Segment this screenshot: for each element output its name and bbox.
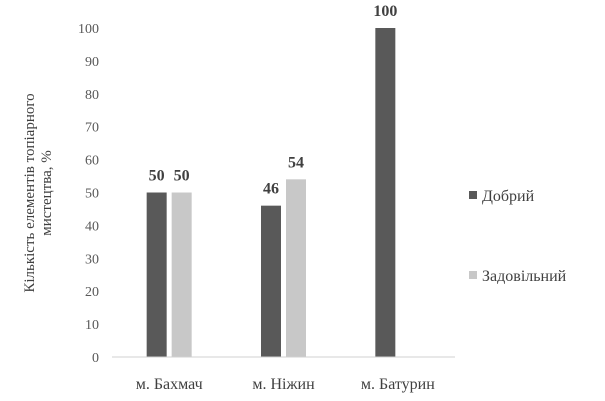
bar-Задовільний	[286, 179, 306, 357]
bar-Добрий	[146, 192, 167, 357]
y-axis-title-line-2: мистецтва, %	[39, 150, 55, 236]
y-tick-label: 70	[85, 121, 99, 136]
y-tick-label: 60	[85, 154, 99, 169]
bar-Добрий	[375, 28, 396, 357]
y-axis-title: Кількість елементів топіарного мистецтва…	[22, 93, 55, 292]
legend-swatch	[469, 271, 477, 279]
y-tick-label: 40	[85, 219, 99, 234]
bar-Задовільний	[171, 192, 192, 357]
legend: Добрий Задовільний	[469, 188, 567, 285]
y-tick-label: 80	[85, 88, 99, 103]
y-tick-label: 50	[85, 187, 99, 202]
y-axis-ticks: 0 10 20 30 40 50 60 70 80 90 100	[78, 22, 99, 366]
legend-swatch	[469, 191, 477, 199]
data-label: 50	[149, 168, 165, 185]
legend-label: Задовільний	[482, 268, 567, 285]
y-tick-label: 10	[85, 318, 99, 333]
y-tick-label: 0	[92, 351, 99, 366]
x-axis-labels: м. Бахмач м. Ніжин м. Батурин	[136, 376, 436, 393]
bars	[146, 28, 396, 357]
legend-label: Добрий	[482, 188, 535, 205]
y-tick-label: 90	[85, 55, 99, 70]
y-tick-label: 30	[85, 252, 99, 267]
x-category-label: м. Бахмач	[136, 376, 203, 393]
bar-Добрий	[261, 205, 281, 357]
x-category-label: м. Ніжин	[252, 376, 315, 393]
data-label: 54	[288, 154, 304, 171]
x-category-label: м. Батурин	[361, 376, 435, 393]
data-label: 46	[263, 181, 279, 198]
y-tick-label: 100	[78, 22, 99, 37]
y-tick-label: 20	[85, 285, 99, 300]
data-labels: 50 50 46 54 100	[149, 3, 398, 198]
y-axis-title-line-1: Кількість елементів топіарного	[22, 93, 38, 292]
data-label: 100	[373, 3, 397, 20]
data-label: 50	[174, 168, 190, 185]
